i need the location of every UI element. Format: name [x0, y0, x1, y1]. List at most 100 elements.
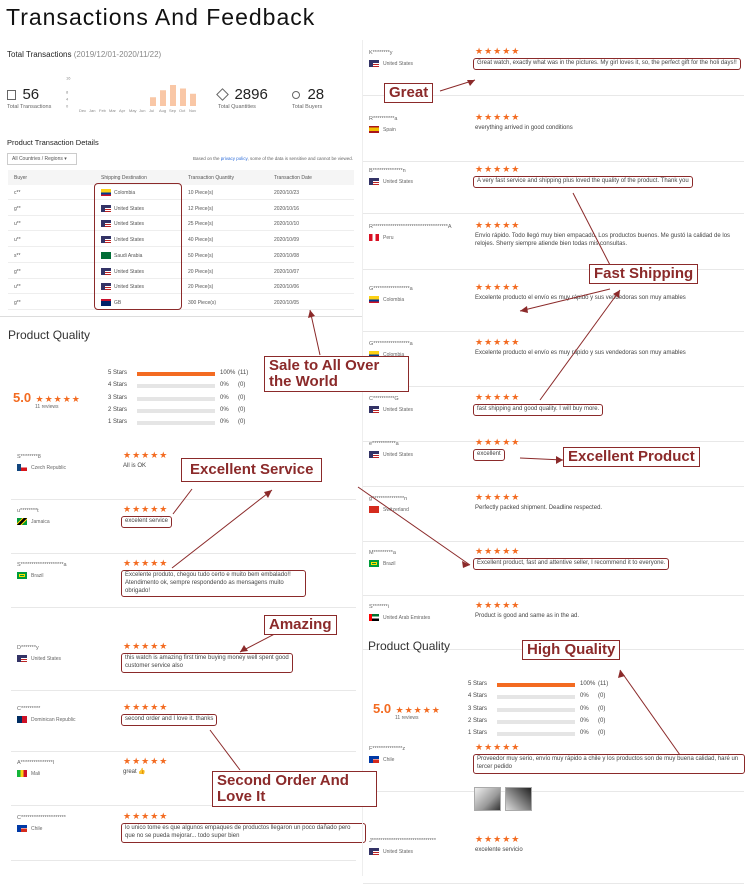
flag-icon: [101, 298, 111, 306]
date-cell: 2020/10/05: [274, 299, 300, 306]
rating-pct: 0%: [220, 382, 229, 389]
divider: [363, 386, 744, 387]
country-filter-select[interactable]: All Countries / Regions ▾: [7, 153, 77, 165]
review-text: great 👍: [123, 769, 146, 775]
product-quality-heading-right: Product Quality: [368, 639, 451, 653]
rating-label: 4 Stars: [468, 693, 488, 700]
star-icon: ★★★★★: [475, 337, 521, 347]
review-text: Great watch, exactly what was in the pic…: [473, 58, 741, 70]
review-text: Product is good and same as in the ad.: [475, 613, 580, 619]
rating-summary: 5.0 ★★★★★ 11 reviews: [13, 390, 81, 410]
rating-label: 2 Stars: [108, 406, 128, 413]
divider: [11, 860, 356, 861]
rating-pct: 0%: [220, 406, 229, 413]
review-text: A very fast service and shipping plus lo…: [473, 176, 693, 188]
privacy-policy-link[interactable]: privacy policy: [220, 156, 248, 161]
rating-bar-track: [497, 732, 575, 737]
review-photo[interactable]: [505, 787, 532, 811]
rating-bar-track: [497, 719, 575, 724]
rating-label: 1 Stars: [468, 730, 488, 737]
star-icon: ★★★★★: [475, 112, 521, 122]
reviewer-country: Jamaica: [31, 519, 50, 525]
divider: [11, 805, 356, 806]
reviewer-name: A***************l: [17, 760, 54, 766]
x-tick-label: Sep: [169, 108, 177, 113]
quantity-cell: 50 Piece(s): [188, 252, 214, 259]
rating-pct: 0%: [580, 705, 589, 712]
rating-bar-fill: [497, 683, 575, 687]
star-icon: ★★★★★: [123, 756, 169, 766]
privacy-note: Based on the privacy policy, some of the…: [193, 156, 354, 161]
rating-count: (0): [598, 730, 606, 737]
x-tick-label: Jun: [139, 108, 145, 113]
rating-pct: 0%: [580, 693, 589, 700]
review-text: second order and I love it. thanks: [121, 714, 218, 726]
flag-icon: [101, 283, 111, 291]
reviewer-country: Switzerland: [383, 507, 409, 513]
reviewer-name: C**********G: [369, 396, 399, 402]
table-header: Buyer Shipping Destination Transaction Q…: [8, 170, 354, 185]
quantity-cell: 10 Piece(s): [188, 190, 214, 196]
rating-bar-track: [497, 707, 575, 712]
divider: [363, 213, 744, 214]
rating-count: (0): [598, 717, 606, 724]
y-tick-label: 8: [66, 90, 69, 95]
rating-bar-track: [137, 396, 215, 401]
review-text: Perfectly packed shipment. Deadline resp…: [475, 505, 603, 511]
reviewer-country: United States: [383, 179, 414, 185]
flag-icon: [101, 220, 111, 228]
quantity-cell: 300 Piece(s): [188, 299, 217, 306]
review-photo[interactable]: [474, 787, 501, 811]
reviewer-country: Brazil: [31, 573, 44, 579]
divider: [363, 541, 744, 542]
reviewer-country: Dominican Republic: [31, 717, 76, 723]
annotation-fast-shipping: Fast Shipping: [589, 264, 699, 284]
review-text: Excelente producto el envío es muy rápid…: [475, 295, 686, 301]
reviewer-name: J******************************: [369, 838, 436, 844]
star-icon: ★★★★★: [475, 392, 521, 402]
user-icon: [292, 90, 300, 99]
flag-icon: [17, 770, 27, 777]
star-icon: ★★★★★: [475, 600, 521, 610]
destination-cell: Saudi Arabia: [114, 252, 143, 259]
reviewer-name: G*****************a: [369, 286, 413, 292]
quantity-cell: 25 Piece(s): [188, 221, 214, 228]
x-tick-label: Oct: [179, 108, 186, 113]
x-tick-label: Dec: [79, 108, 86, 113]
chevron-down-icon: ▾: [64, 156, 67, 162]
buyer-cell: g**: [14, 299, 21, 306]
flag-icon: [17, 825, 27, 832]
reviewer-country: Spain: [383, 127, 396, 133]
divider: [363, 95, 744, 96]
rating-summary-right: 5.0 ★★★★★ 11 reviews: [373, 701, 441, 721]
x-tick-label: Mar: [109, 108, 117, 113]
reviewer-country: United States: [31, 656, 62, 662]
reviewer-name: K********y: [369, 50, 393, 56]
review-text: this watch is amazing first time buying …: [121, 653, 293, 673]
destination-cell: Colombia: [114, 190, 136, 196]
reviewer-name: D*******y: [17, 645, 39, 651]
chart-bar: [150, 97, 156, 106]
divider: [363, 595, 744, 596]
flag-icon: [369, 351, 379, 358]
divider: [363, 161, 744, 162]
star-icon: ★★★★★: [475, 282, 521, 292]
date-cell: 2020/10/10: [274, 221, 300, 228]
review-text: Excelente producto el envío es muy rápid…: [475, 350, 686, 356]
flag-icon: [101, 267, 111, 275]
destination-cell: United States: [114, 268, 145, 275]
divider: [11, 553, 356, 554]
rating-bar-track: [497, 695, 575, 700]
rating-pct: 100%: [580, 681, 596, 687]
flag-icon: [101, 204, 111, 212]
divider: [363, 441, 744, 442]
review-text: excellent: [473, 449, 505, 461]
reviewer-country: Mali: [31, 771, 41, 777]
flag-icon: [369, 506, 379, 513]
x-tick-label: May: [129, 108, 137, 113]
date-cell: 2020/10/09: [274, 237, 300, 244]
x-tick-label: Nov: [189, 108, 196, 113]
x-tick-label: Apr: [119, 108, 126, 113]
star-icon: ★★★★★: [35, 394, 81, 404]
